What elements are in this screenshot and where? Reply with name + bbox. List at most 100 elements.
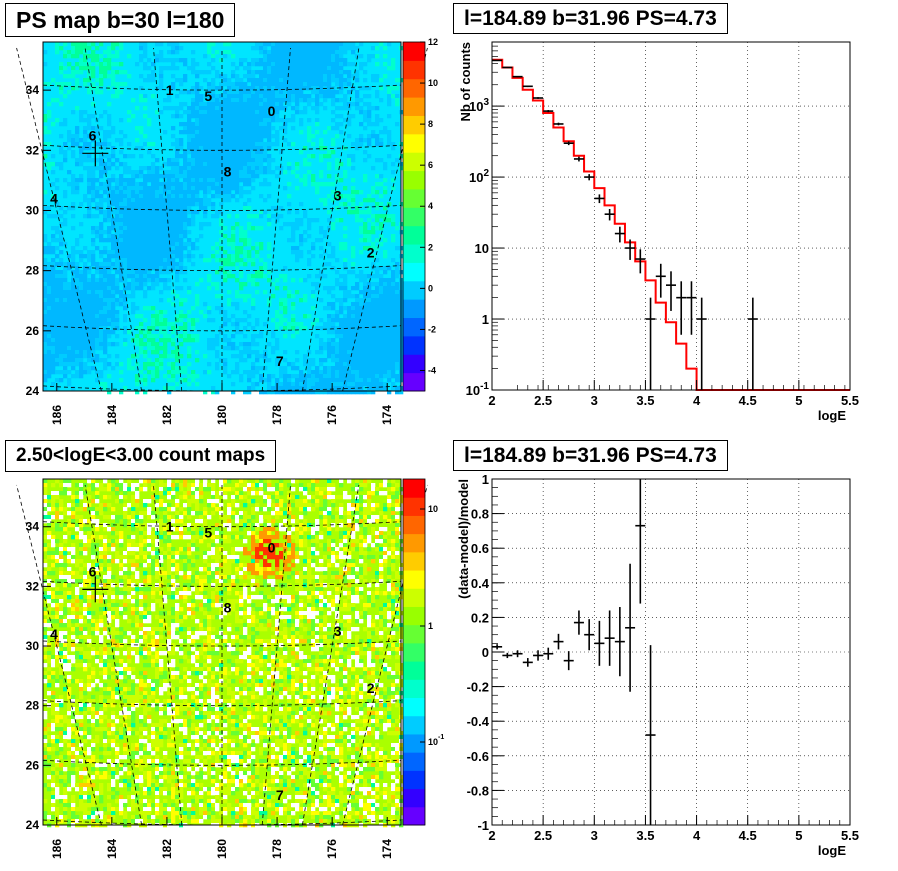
x-tick-label: 182 — [160, 405, 174, 425]
data-point — [553, 633, 564, 650]
data-point — [696, 297, 707, 390]
x-tick-label: 174 — [380, 405, 394, 425]
y-tick-label: 1 — [482, 472, 489, 487]
data-point — [645, 645, 656, 825]
colorbar-tick-label: 10 — [428, 504, 438, 514]
meridian-line — [302, 47, 360, 392]
y-tick-label: -0.6 — [467, 749, 489, 764]
y-tick-label: 0.6 — [471, 541, 489, 556]
x-tick-label: 186 — [50, 405, 64, 425]
x-tick-label: 5 — [795, 393, 802, 408]
data-point — [533, 650, 544, 661]
colorbar-tick-label: 8 — [428, 119, 433, 129]
data-point — [635, 249, 646, 274]
source-label-8: 8 — [224, 599, 232, 615]
colorbar-tick-label: 10-1 — [428, 734, 444, 747]
colorbar-tick-label: 4 — [428, 201, 433, 211]
source-label-2: 2 — [367, 680, 375, 696]
y-tick-label: 0 — [482, 645, 489, 660]
y-tick-label: 24 — [26, 384, 40, 398]
count-map-grid — [16, 484, 428, 826]
data-point — [563, 651, 574, 671]
y-tick-label: -0.4 — [467, 714, 490, 729]
x-tick-label: 180 — [215, 405, 229, 425]
source-label-5: 5 — [204, 88, 212, 104]
parallel-line — [42, 640, 402, 647]
x-tick-label: 186 — [50, 839, 64, 859]
residual-title: l=184.89 b=31.96 PS=4.73 — [453, 440, 728, 471]
y-tick-label: 0.4 — [471, 576, 490, 591]
meridian-line — [342, 484, 428, 826]
residual-grid — [491, 478, 851, 826]
data-point — [584, 174, 595, 181]
colorbar-frame — [402, 41, 426, 392]
parallel-line — [42, 700, 402, 707]
data-point — [502, 66, 513, 69]
data-point — [625, 239, 636, 260]
source-label-7: 7 — [276, 787, 284, 803]
spectrum-data-points — [492, 59, 758, 390]
spectrum-grid — [491, 42, 851, 391]
y-tick-label: 30 — [26, 639, 40, 653]
data-point — [676, 281, 687, 335]
data-point — [594, 620, 605, 666]
meridian-line — [16, 484, 102, 826]
x-tick-label: 2.5 — [534, 393, 552, 408]
data-point — [655, 263, 666, 298]
data-point — [686, 281, 697, 335]
y-axis-label: Nb of counts — [458, 42, 473, 121]
spectrum-model-line — [492, 58, 850, 391]
data-point — [543, 647, 554, 660]
parallel-line — [42, 205, 402, 211]
x-tick-label: 4 — [693, 393, 701, 408]
colorbar-tick-label: 12 — [428, 37, 438, 47]
data-point — [543, 110, 554, 113]
colorbar-tick-label: 6 — [428, 160, 433, 170]
data-point — [594, 194, 605, 204]
data-point — [502, 652, 513, 659]
data-point — [625, 563, 636, 692]
data-point — [614, 607, 625, 677]
data-point — [492, 59, 503, 62]
x-tick-label: 5.5 — [841, 393, 859, 408]
x-tick-label: 4.5 — [739, 393, 757, 408]
data-point — [573, 610, 584, 635]
source-label-8: 8 — [224, 163, 232, 179]
x-tick-label: 176 — [325, 405, 339, 425]
x-axis-label: logE — [818, 843, 846, 858]
x-tick-label: 184 — [105, 839, 119, 859]
spectrum-title: l=184.89 b=31.96 PS=4.73 — [453, 3, 728, 34]
meridian-line — [261, 47, 291, 392]
x-tick-label: 176 — [325, 839, 339, 859]
parallel-line — [42, 521, 402, 528]
parallel-line — [42, 325, 402, 332]
colorbar-tick-label: 2 — [428, 242, 433, 252]
plot-background — [492, 42, 850, 390]
model-histogram — [492, 58, 850, 391]
meridian-line — [261, 484, 291, 826]
colorbar-tick-label: -2 — [428, 324, 436, 334]
parallel-line — [42, 759, 402, 766]
source-label-6: 6 — [89, 127, 97, 143]
source-label-4: 4 — [50, 190, 58, 206]
y-tick-label: -0.2 — [467, 680, 489, 695]
x-tick-label: 184 — [105, 405, 119, 425]
colorbar-frame — [402, 478, 426, 826]
y-tick-label: 32 — [26, 143, 40, 157]
colorbar-tick-label: 1 — [428, 621, 433, 631]
data-point — [584, 619, 595, 651]
parallel-line — [42, 385, 402, 392]
x-tick-label: 5.5 — [841, 828, 859, 843]
parallel-line — [42, 144, 402, 151]
ps-map-source-labels: 0 1 2 3 4 5 6 7 8 — [50, 82, 375, 369]
ps-map-colorbar: -4 -2 0 2 4 6 8 10 12 — [402, 37, 438, 392]
x-tick-label: 3 — [591, 828, 598, 843]
x-tick-label: 3.5 — [636, 828, 654, 843]
source-label-1: 1 — [166, 519, 174, 535]
data-point — [635, 479, 646, 604]
source-label-3: 3 — [334, 187, 342, 203]
